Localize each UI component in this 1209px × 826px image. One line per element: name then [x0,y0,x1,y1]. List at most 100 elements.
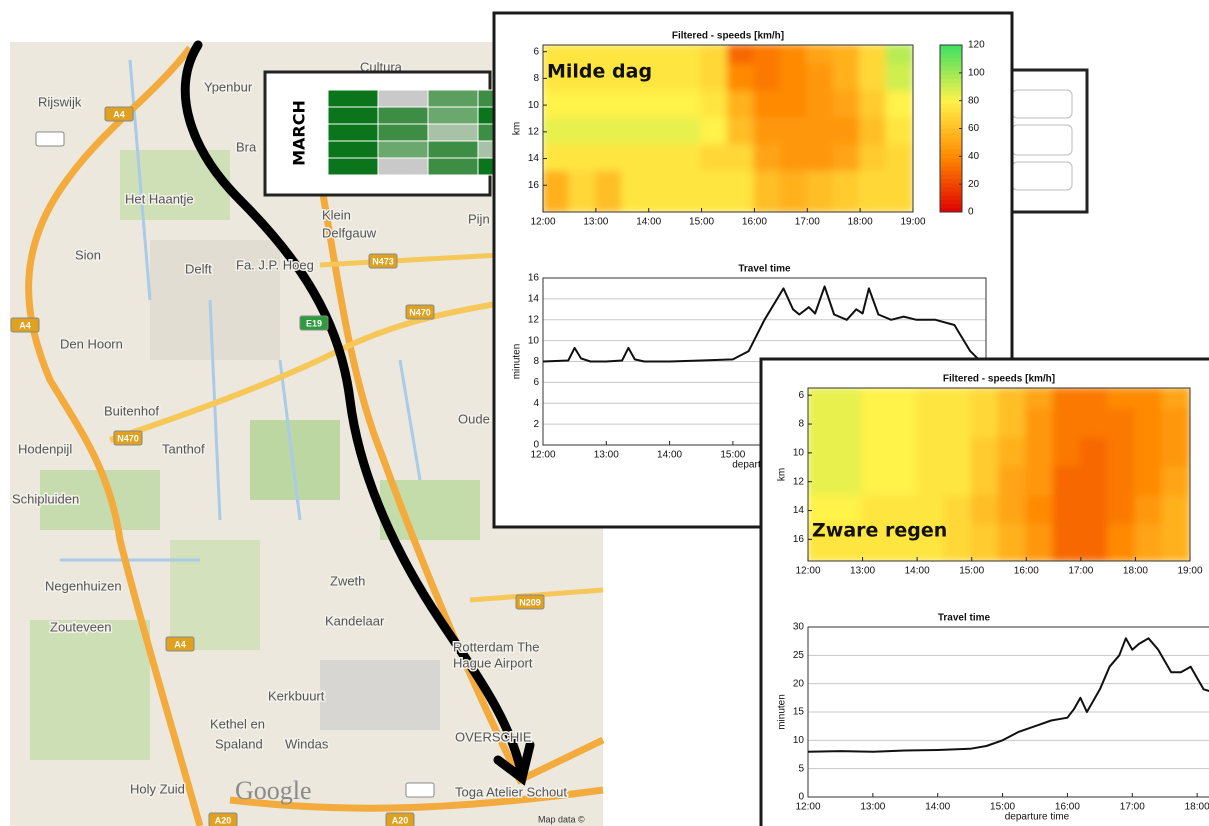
colorbar-step [940,120,962,125]
heat-cell [806,91,834,120]
place-label: Kethel en [210,716,265,731]
heat-cell [1025,466,1054,497]
heat-cell [1025,437,1054,468]
y-tick-label: 25 [793,650,805,661]
y-tick-label: 8 [533,356,539,367]
heat-cell [889,466,918,497]
place-label: Sion [75,247,101,262]
heat-cell [998,495,1027,526]
heat-cell [943,409,972,440]
colorbar-step [940,124,962,129]
heat-cell [568,117,596,146]
heat-cell [806,44,834,66]
colorbar-step [940,53,962,58]
heat-cell [1053,437,1082,468]
colorbar-tick-label: 120 [968,40,985,51]
x-tick-label: 15:00 [959,566,984,577]
x-tick-label: 14:00 [657,450,682,461]
heat-cell [943,387,972,411]
heat-cell [859,144,887,173]
heat-cell [1162,495,1191,526]
heat-cell [807,387,836,411]
x-tick-label: 18:00 [848,217,873,228]
calendar-cell [428,141,478,158]
colorbar-step [940,49,962,54]
colorbar-step [940,129,962,134]
chart-title: Travel time [938,613,991,624]
place-label: Zouteveen [50,619,111,634]
heat-cell [753,144,781,173]
y-tick-label: 12 [528,126,540,137]
colorbar-step [940,162,962,167]
heat-cell [916,437,945,468]
colorbar-step [940,116,962,121]
x-tick-label: 12:00 [795,802,820,813]
colorbar-step [940,74,962,79]
x-tick-label: 19:00 [1177,566,1202,577]
heat-cell [648,91,676,120]
y-tick-label: 14 [793,505,805,516]
x-tick-label: 13:00 [860,802,885,813]
heat-cell [862,387,891,411]
heat-cell [834,387,863,411]
heat-cell [1107,387,1136,411]
heat-cell [1107,524,1136,562]
colorbar-step [940,108,962,113]
place-label: Kerkbuurt [268,688,325,703]
place-label: Bra [236,139,257,154]
heat-cell [1080,387,1109,411]
heat-cell [859,117,887,146]
heat-cell [701,44,729,66]
y-tick-label: 14 [528,294,540,305]
place-label: Fa. J.P. Hoeg [236,257,314,272]
heat-cell [1025,524,1054,562]
heat-cell [648,171,676,213]
heat-cell [621,91,649,120]
heat-cell [568,91,596,120]
heat-cell [998,409,1027,440]
heat-cell [727,64,755,93]
x-tick-label: 13:00 [583,217,608,228]
y-tick-label: 12 [793,476,805,487]
colorbar-step [940,78,962,83]
park [120,150,230,220]
colorbar-tick-label: 100 [968,67,985,78]
road-label: A4 [174,639,186,649]
colorbar-step [940,195,962,200]
calendar-cell [428,90,478,107]
colorbar-step [940,154,962,159]
heat-cell [1162,409,1191,440]
urban [320,660,440,730]
place-label: Zweth [330,573,365,588]
x-tick-label: 13:00 [850,566,875,577]
heat-cell [727,171,755,213]
y-tick-label: 30 [793,622,805,633]
y-tick-label: 15 [793,707,805,718]
heat-cell [701,171,729,213]
x-tick-label: 15:00 [689,217,714,228]
colorbar-step [940,58,962,63]
heat-cell [833,144,861,173]
heat-cell [1107,409,1136,440]
place-label: Delft [185,261,212,276]
heat-cell [701,91,729,120]
heat-cell [1053,495,1082,526]
x-tick-label: 12:00 [795,566,820,577]
heat-cell [1107,437,1136,468]
heat-cell [806,171,834,213]
heat-cell [1134,387,1163,411]
place-label: Spaland [215,736,263,751]
box [1012,125,1072,155]
heat-cell [859,64,887,93]
heat-cell [1134,409,1163,440]
y-tick-label: 20 [793,678,805,689]
colorbar-step [940,137,962,142]
heat-cell [568,171,596,213]
heat-cell [1053,387,1082,411]
heat-cell [859,171,887,213]
heat-cell [806,117,834,146]
heat-cell [806,144,834,173]
heat-cell [621,144,649,173]
heat-cell [943,495,972,526]
